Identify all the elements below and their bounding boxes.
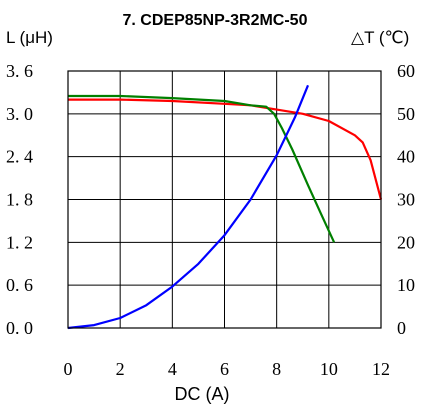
x-tick-label: 10	[320, 359, 338, 379]
y-left-tick-label: 1. 8	[6, 190, 33, 210]
x-tick-label: 0	[64, 359, 73, 379]
y-right-tick-label: 0	[397, 318, 406, 338]
y-left-tick-label: 0. 6	[6, 275, 33, 295]
y-right-tick-label: 10	[397, 275, 415, 295]
x-tick-label: 4	[168, 359, 177, 379]
chart-title: 7. CDEP85NP-3R2MC-50	[123, 12, 308, 29]
tick-labels: 0 2 4 6 8 10 12 0. 0 0. 6 1. 2 1. 8 2. 4 3. 0 3. 6 0 10…	[6, 61, 415, 379]
y-right-tick-label: 20	[397, 232, 415, 252]
y-left-tick-label: 0. 0	[6, 318, 33, 338]
plot-frame	[67, 70, 382, 329]
x-tick-label: 8	[272, 359, 281, 379]
series-group	[67, 84, 383, 330]
y-left-axis-label: L (μH)	[6, 28, 53, 47]
x-tick-label: 12	[372, 359, 390, 379]
x-tick-label: 2	[116, 359, 125, 379]
series-line-2	[68, 94, 336, 243]
y-right-tick-label: 50	[397, 104, 415, 124]
x-axis-label: DC (A)	[175, 384, 230, 404]
y-left-tick-label: 1. 2	[6, 232, 33, 252]
x-tick-label: 6	[220, 359, 229, 379]
y-left-tick-label: 3. 0	[6, 104, 33, 124]
y-left-tick-label: 3. 6	[6, 61, 33, 81]
y-right-axis-label: △T (℃)	[351, 28, 409, 47]
y-right-tick-label: 40	[397, 147, 415, 167]
y-left-tick-label: 2. 4	[6, 147, 33, 167]
y-right-tick-label: 30	[397, 190, 415, 210]
series-line-3	[67, 84, 310, 330]
y-right-tick-label: 60	[397, 61, 415, 81]
series-line-1	[68, 98, 383, 200]
grid	[68, 71, 381, 328]
